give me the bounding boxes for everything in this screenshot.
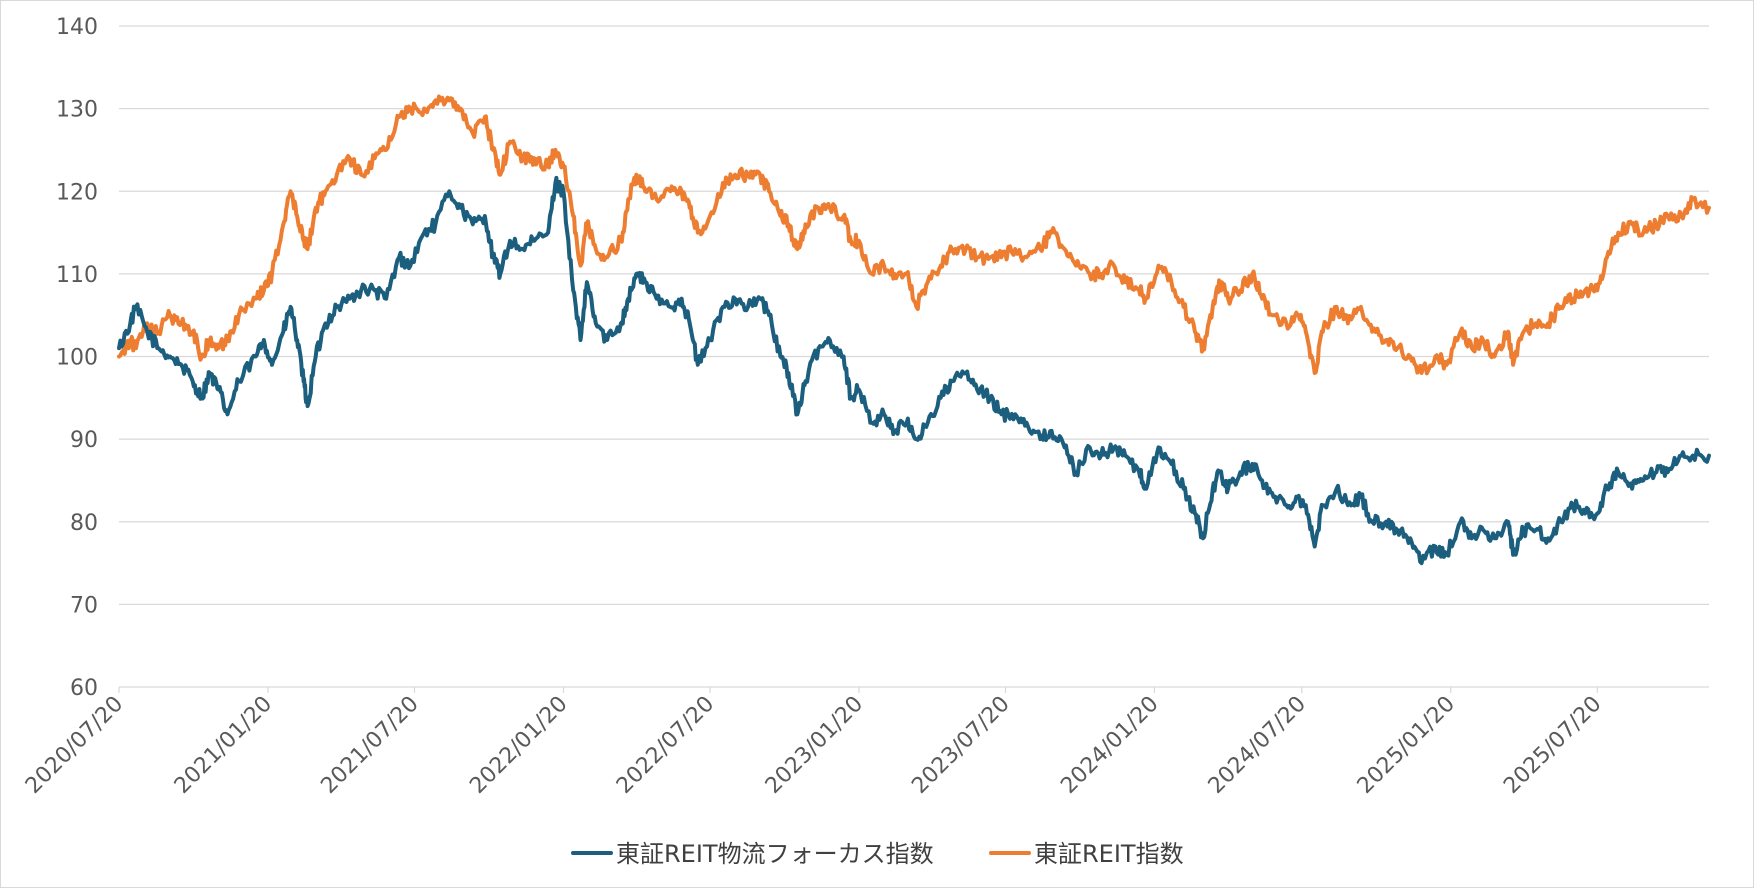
y-tick-label: 80 xyxy=(70,511,98,536)
x-tick-label: 2021/07/20 xyxy=(316,692,423,799)
x-tick-label: 2022/07/20 xyxy=(612,692,719,799)
legend-label-logistics: 東証REIT物流フォーカス指数 xyxy=(616,840,934,868)
gridlines xyxy=(119,25,1709,688)
y-tick-label: 60 xyxy=(70,676,98,701)
y-tick-label: 110 xyxy=(56,263,98,288)
y-tick-label: 140 xyxy=(56,15,98,40)
x-tick-label: 2020/07/20 xyxy=(21,692,128,799)
x-tick-label: 2023/01/20 xyxy=(761,692,868,799)
x-tick-label: 2025/01/20 xyxy=(1353,692,1460,799)
x-tick-label: 2021/01/20 xyxy=(170,692,277,799)
series-line-logistics xyxy=(117,175,1711,566)
x-tick-label: 2023/07/20 xyxy=(907,692,1014,799)
y-axis-ticks: 60 70 80 90 100 110 120 130 140 xyxy=(56,15,98,701)
y-tick-label: 120 xyxy=(56,180,98,205)
y-tick-label: 130 xyxy=(56,98,98,123)
y-tick-label: 70 xyxy=(70,593,98,618)
y-tick-label: 90 xyxy=(70,428,98,453)
legend: 東証REIT物流フォーカス指数 東証REIT指数 xyxy=(571,840,1184,868)
y-tick-label: 100 xyxy=(56,346,98,371)
series-line-reit xyxy=(117,94,1711,376)
x-tick-label: 2024/01/20 xyxy=(1056,692,1163,799)
x-axis-ticks: 2020/07/20 2021/01/20 2021/07/20 2022/01/20… xyxy=(21,687,1607,799)
x-tick-label: 2024/07/20 xyxy=(1204,692,1311,799)
legend-label-reit: 東証REIT指数 xyxy=(1034,840,1184,868)
series-lines xyxy=(117,94,1711,566)
x-tick-label: 2022/01/20 xyxy=(465,692,572,799)
x-tick-label: 2025/07/20 xyxy=(1499,692,1606,799)
